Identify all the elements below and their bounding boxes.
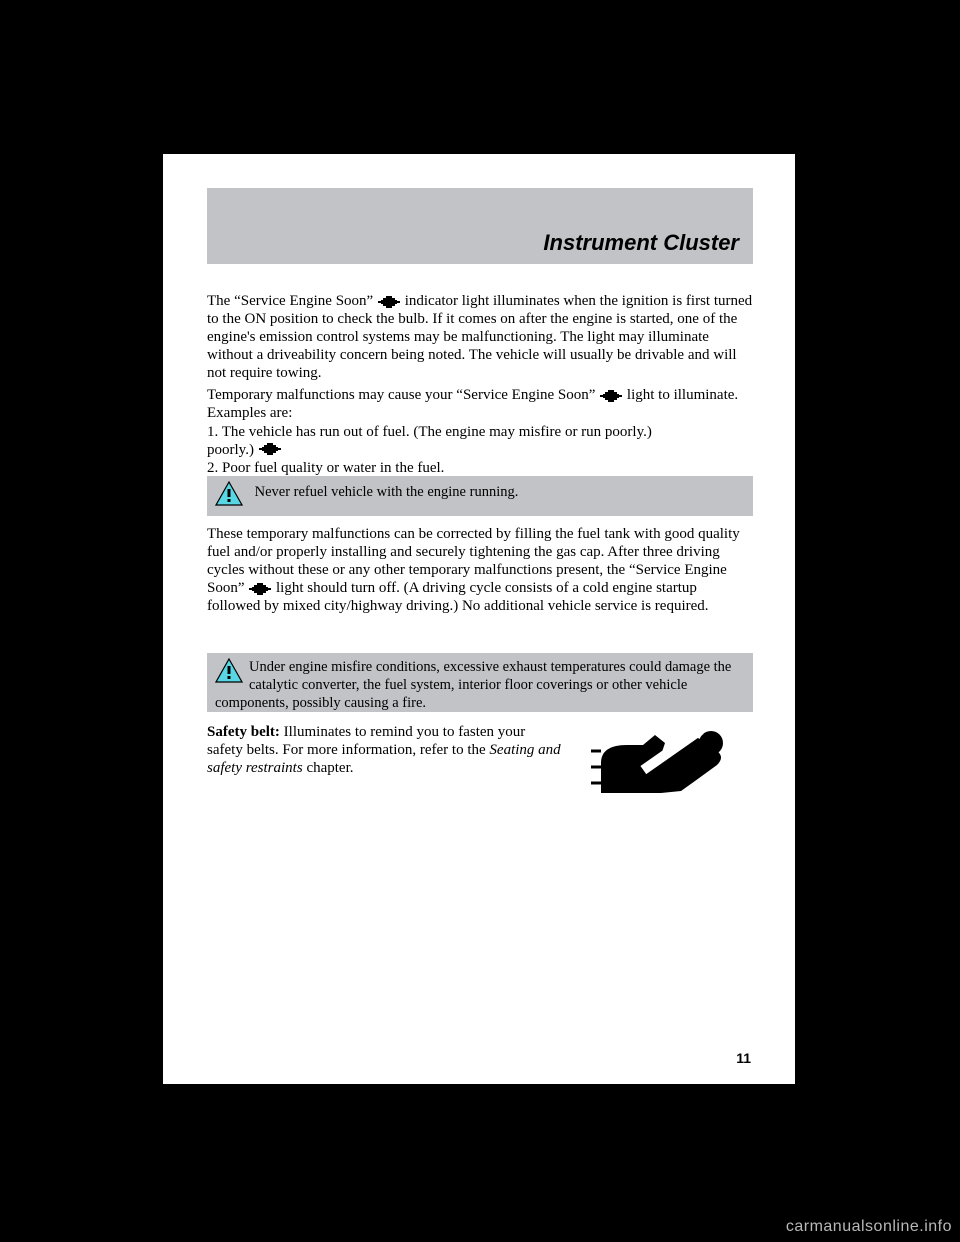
engine-icon (249, 582, 271, 596)
body-paragraph-1: The “Service Engine Soon” indicator ligh… (207, 292, 753, 382)
warning-box-2: Under engine misfire conditions, excessi… (207, 653, 753, 712)
warning-triangle-icon (215, 481, 243, 507)
heading-span: Safety belt: (207, 724, 280, 740)
engine-icon (378, 295, 400, 309)
engine-icon (600, 389, 622, 403)
body-paragraph-2: Temporary malfunctions may cause your “S… (207, 386, 753, 422)
text-span: chapter. (306, 760, 353, 776)
body-paragraph-3: These temporary malfunctions can be corr… (207, 525, 753, 615)
bullet-2-line: poorly.) (207, 441, 753, 459)
safety-belt-paragraph: Safety belt: Illuminates to remind you t… (207, 723, 563, 777)
warning-text: Never refuel vehicle with the engine run… (255, 481, 735, 501)
chapter-title: Instrument Cluster (543, 230, 739, 256)
bullet-2: 2. Poor fuel quality or water in the fue… (207, 459, 753, 477)
seatbelt-icon (583, 723, 751, 799)
watermark: carmanualsonline.info (786, 1218, 952, 1236)
warning-triangle-icon (215, 658, 243, 684)
warning-box-1: Never refuel vehicle with the engine run… (207, 476, 753, 516)
manual-page: Instrument Cluster The “Service Engine S… (161, 152, 797, 1086)
page-number: 11 (736, 1050, 751, 1066)
warning-text: Under engine misfire conditions, excessi… (215, 659, 731, 711)
text-span: light should turn off. (A driving cycle … (207, 580, 709, 614)
text-span: Temporary malfunctions may cause your “S… (207, 387, 595, 403)
text-span: poorly.) (207, 441, 254, 459)
bullet-1: 1. The vehicle has run out of fuel. (The… (207, 423, 753, 441)
text-span: The “Service Engine Soon” (207, 293, 377, 309)
engine-icon (259, 442, 281, 456)
chapter-header: Instrument Cluster (207, 188, 753, 264)
